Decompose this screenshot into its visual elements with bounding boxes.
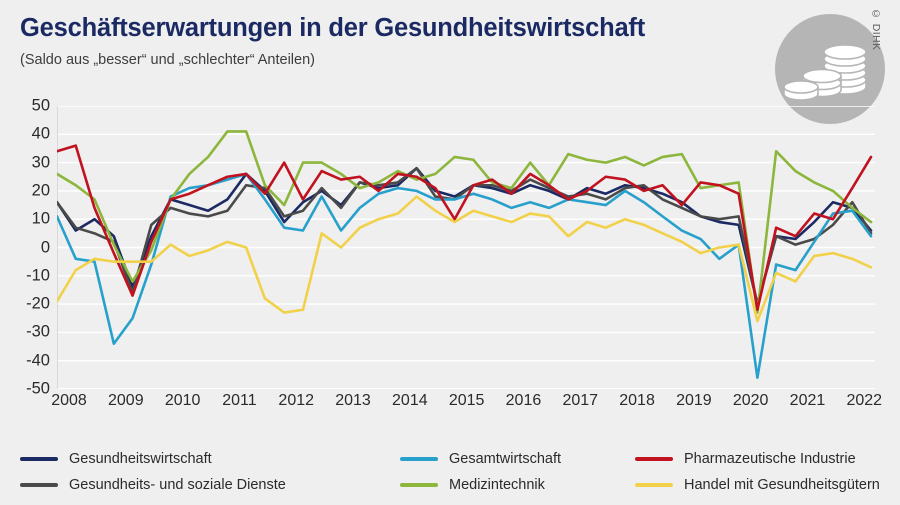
series-line-1	[55, 166, 873, 306]
x-tick-label: 2018	[619, 392, 655, 409]
legend-item[interactable]: Gesundheits- und soziale Dienste	[20, 474, 286, 496]
y-tick-label: 50	[31, 96, 50, 115]
legend-swatch	[400, 457, 438, 461]
legend-label: Gesundheitswirtschaft	[69, 451, 212, 467]
legend-item[interactable]: Medizintechnik	[400, 474, 545, 496]
legend-swatch	[635, 483, 673, 487]
x-tick-label: 2013	[335, 392, 371, 409]
y-tick-label: -20	[26, 294, 50, 313]
x-tick-label: 2009	[108, 392, 144, 409]
x-tick-label: 2012	[278, 392, 315, 409]
y-tick-label: -50	[26, 379, 50, 398]
y-axis-labels: 50 40 30 20 10 0 -10 -20 -30 -40 -50	[0, 96, 50, 398]
legend-swatch	[20, 483, 58, 487]
coin-stacks-icon	[775, 14, 885, 124]
legend-swatch	[400, 483, 438, 487]
legend-item[interactable]: Handel mit Gesundheitsgütern	[635, 474, 880, 496]
page-subtitle: (Saldo aus „besser“ und „schlechter“ Ant…	[20, 52, 315, 68]
chart-legend: Gesundheitswirtschaft Gesundheits- und so…	[20, 448, 890, 500]
coin-stacks-svg	[783, 44, 867, 101]
x-tick-label: 2020	[732, 392, 769, 409]
legend-label: Gesundheits- und soziale Dienste	[69, 477, 286, 493]
y-tick-label: 30	[31, 153, 50, 172]
chart-plot-area	[55, 105, 875, 390]
copyright-label: © DIHK	[870, 8, 882, 51]
x-tick-label: 2017	[562, 392, 599, 409]
y-tick-label: -10	[26, 266, 50, 285]
legend-swatch	[20, 457, 58, 461]
x-tick-label: 2021	[789, 392, 826, 409]
x-tick-label: 2016	[505, 392, 542, 409]
y-tick-label: 40	[31, 124, 50, 143]
series-line-3	[55, 130, 873, 314]
legend-swatch	[635, 457, 673, 461]
x-tick-label: 2019	[676, 392, 712, 409]
legend-item[interactable]: Pharmazeutische Industrie	[635, 448, 856, 470]
legend-label: Gesamtwirtschaft	[449, 451, 561, 467]
x-tick-label: 2011	[222, 392, 257, 409]
series-line-4	[55, 144, 873, 312]
legend-label: Medizintechnik	[449, 477, 545, 493]
series-line-5	[55, 195, 873, 323]
series-line-2	[55, 172, 873, 379]
y-tick-label: 20	[31, 181, 50, 200]
x-tick-label: 2022	[846, 392, 883, 409]
y-tick-label: 0	[40, 238, 50, 256]
legend-item[interactable]: Gesamtwirtschaft	[400, 448, 561, 470]
y-tick-label: -30	[26, 322, 50, 341]
y-tick-label: 10	[31, 209, 50, 228]
y-tick-label: -40	[26, 351, 50, 370]
x-axis-labels: 2008 2009 2010 2011 2012 2013 2014 2015 2016 2017…	[0, 392, 900, 418]
page-title: Geschäftserwartungen in der Gesundheitsw…	[20, 14, 646, 42]
legend-label: Handel mit Gesundheitsgütern	[684, 477, 880, 493]
legend-label: Pharmazeutische Industrie	[684, 451, 856, 467]
x-tick-label: 2008	[51, 392, 87, 409]
x-tick-label: 2015	[448, 392, 485, 409]
x-tick-label: 2010	[164, 392, 201, 409]
line-chart-svg	[55, 105, 875, 390]
legend-item[interactable]: Gesundheitswirtschaft	[20, 448, 212, 470]
x-tick-label: 2014	[392, 392, 428, 409]
